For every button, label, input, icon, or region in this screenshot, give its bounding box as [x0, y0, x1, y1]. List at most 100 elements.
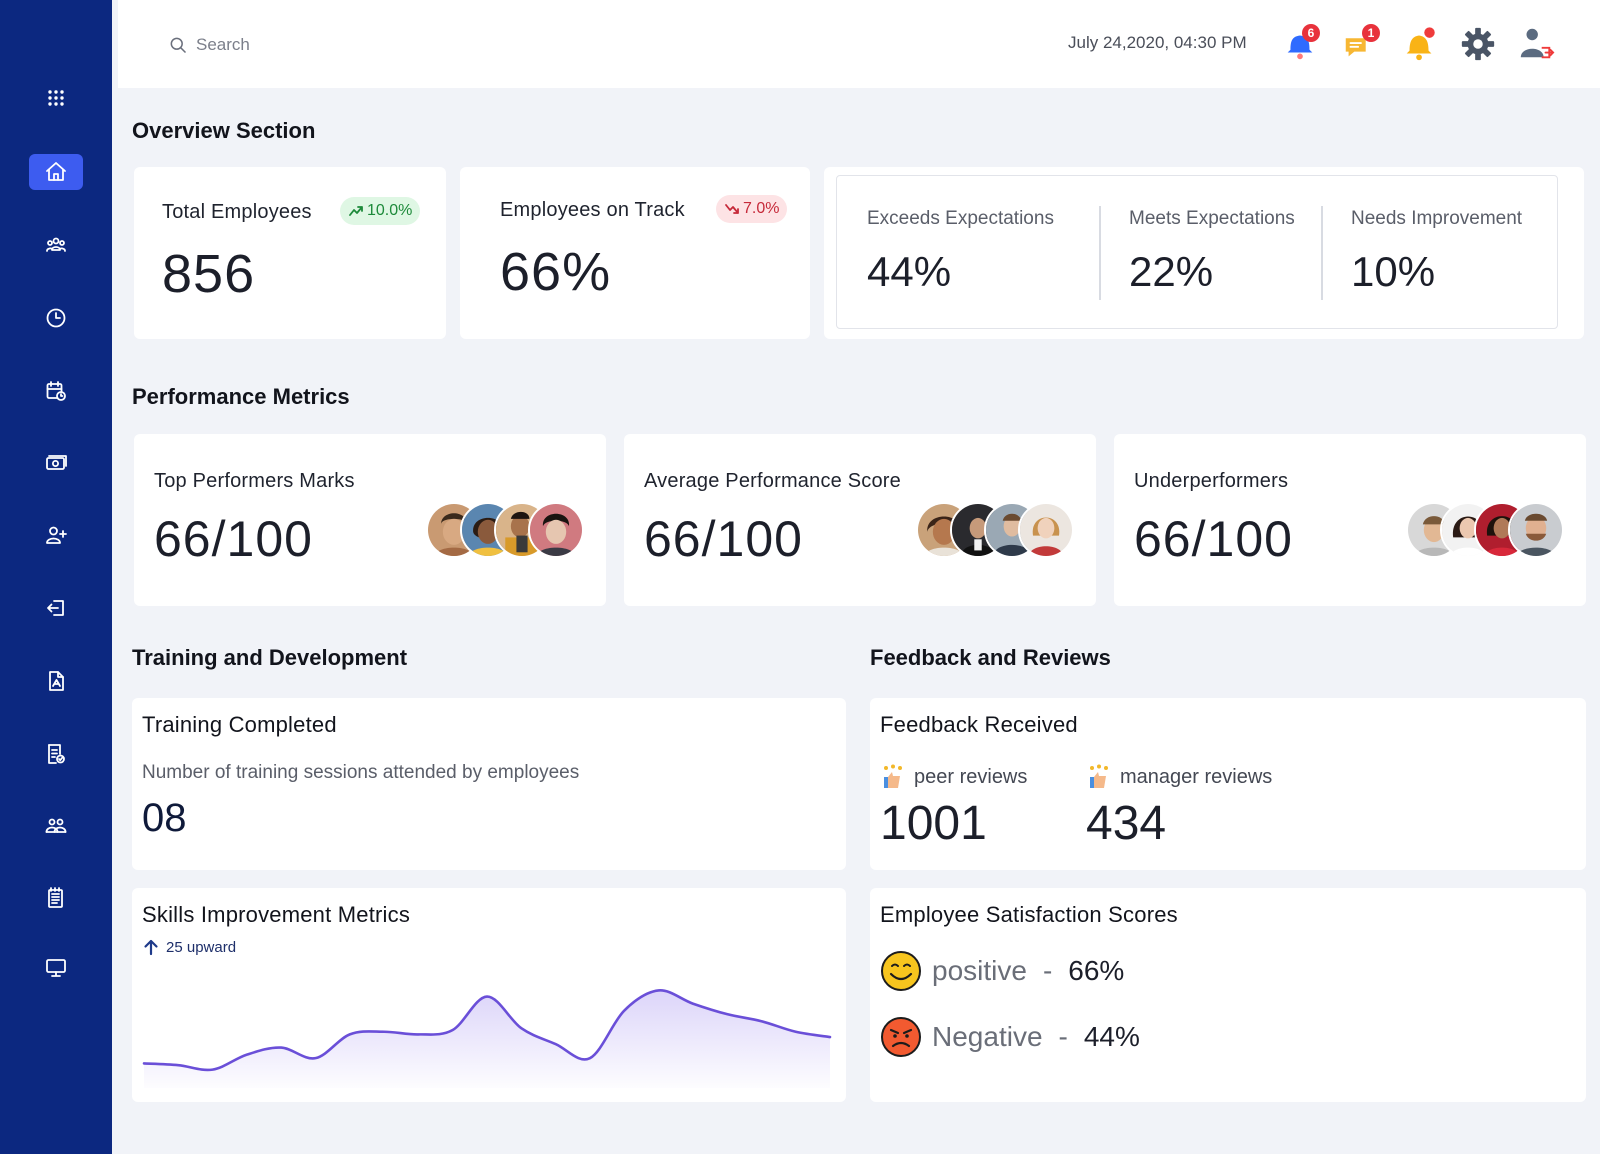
report-icon: [48, 744, 65, 764]
divider: [1321, 206, 1323, 300]
chart-series-line: [142, 989, 832, 1072]
total-employees-label: Total Employees: [162, 201, 312, 223]
sidebar-item-payroll[interactable]: [29, 445, 83, 481]
satisfaction-scores-label: Employee Satisfaction Scores: [880, 902, 1178, 927]
thumbs-up-stars-icon: [1090, 764, 1108, 788]
training-completed-description: Number of training sessions attended by …: [142, 762, 580, 783]
average-performance-label: Average Performance Score: [644, 470, 901, 492]
exceeds-expectations: Exceeds Expectations 44%: [867, 176, 1097, 330]
group-icon: [45, 818, 67, 833]
positive-score-row: positive - 66%: [880, 950, 1124, 992]
underperformers-label: Underperformers: [1134, 470, 1289, 492]
search-bar[interactable]: [168, 30, 428, 60]
overview-section-title: Overview Section: [132, 118, 316, 143]
profile-logout-button[interactable]: [1514, 22, 1558, 66]
underperformers-avatars: [1406, 502, 1564, 558]
divider: [1099, 206, 1101, 300]
smiley-face-icon: [881, 951, 921, 991]
separator-dash: -: [1058, 1021, 1068, 1052]
exceeds-expectations-label: Exceeds Expectations: [867, 208, 1054, 229]
needs-improvement-label: Needs Improvement: [1351, 208, 1523, 229]
settings-gear-icon: [1461, 27, 1495, 61]
average-performance-card: Average Performance Score 66/100: [624, 434, 1096, 606]
trend-down-icon: [725, 204, 739, 214]
feedback-received-label: Feedback Received: [880, 712, 1078, 737]
training-section-title: Training and Development: [132, 645, 408, 670]
notes-icon: [48, 887, 63, 908]
monitor-icon: [46, 959, 66, 977]
calendar-clock-icon: [46, 381, 66, 401]
training-completed-label: Training Completed: [142, 712, 337, 737]
current-datetime: July 24,2020, 04:30 PM: [1068, 33, 1247, 52]
sidebar-item-add-user[interactable]: [29, 517, 83, 553]
skills-line-chart: [142, 989, 832, 1088]
team-icon: [46, 237, 66, 252]
avatar: [1508, 502, 1564, 558]
messages-button[interactable]: 1: [1338, 22, 1382, 66]
alert-bell-icon: [1406, 27, 1435, 61]
avatar: [1018, 502, 1074, 558]
total-employees-value: 856: [162, 244, 256, 304]
sidebar-item-schedule[interactable]: [29, 373, 83, 409]
user-logout-icon: [1520, 28, 1555, 59]
money-icon: [46, 455, 67, 470]
skills-improvement-label: Skills Improvement Metrics: [142, 902, 411, 927]
skills-improvement-card: Skills Improvement Metrics 25 upward: [132, 888, 846, 1102]
clock-icon: [46, 308, 66, 328]
employees-on-track-change: 7.0%: [743, 200, 780, 217]
sidebar: [0, 0, 112, 1154]
thumbs-up-stars-icon: [884, 764, 902, 788]
feedback-section-title: Feedback and Reviews: [870, 645, 1111, 670]
sidebar-item-groups[interactable]: [29, 808, 83, 844]
top-performers-card: Top Performers Marks 66/100: [134, 434, 606, 606]
avatar: [528, 502, 584, 558]
alerts-button[interactable]: [1398, 22, 1442, 66]
expectations-card: Exceeds Expectations 44% Meets Expectati…: [824, 167, 1584, 339]
positive-value: 66%: [1068, 955, 1125, 986]
meets-expectations: Meets Expectations 22%: [1129, 176, 1319, 330]
chart-area-fill: [144, 990, 830, 1088]
manager-reviews-value: 434: [1086, 797, 1167, 850]
sidebar-item-team[interactable]: [29, 227, 83, 263]
feedback-received-card: Feedback Received peer reviews 1001 mana…: [870, 698, 1586, 870]
training-completed-card: Training Completed Number of training se…: [132, 698, 846, 870]
positive-label: positive: [932, 955, 1027, 986]
skills-trend: 25 upward: [142, 938, 236, 956]
peer-reviews-label: peer reviews: [880, 764, 1027, 790]
sidebar-item-apps[interactable]: [29, 80, 83, 116]
employees-on-track-label: Employees on Track: [500, 199, 685, 221]
sidebar-item-reports[interactable]: [29, 736, 83, 772]
negative-score-row: Negative - 44%: [880, 1016, 1140, 1058]
sidebar-item-home[interactable]: [29, 154, 83, 190]
sidebar-item-monitor[interactable]: [29, 950, 83, 986]
apps-grid-icon: [48, 90, 64, 106]
sidebar-item-documents[interactable]: [29, 663, 83, 699]
average-performance-value: 66/100: [644, 511, 803, 567]
sidebar-item-notes[interactable]: [29, 880, 83, 916]
underperformers-card: Underperformers 66/100: [1114, 434, 1586, 606]
search-icon: [170, 37, 187, 54]
meets-expectations-label: Meets Expectations: [1129, 208, 1295, 229]
top-header: July 24,2020, 04:30 PM 6 1: [118, 0, 1600, 88]
exceeds-expectations-value: 44%: [867, 248, 952, 295]
total-employees-change-badge: 10.0%: [340, 197, 421, 225]
total-employees-card: Total Employees 10.0% 856: [134, 167, 446, 339]
top-performers-value: 66/100: [154, 511, 313, 567]
satisfaction-scores-card: Employee Satisfaction Scores positive - …: [870, 888, 1586, 1102]
employees-on-track-card: Employees on Track 7.0% 66%: [460, 167, 810, 339]
home-icon: [46, 162, 66, 181]
negative-value: 44%: [1083, 1021, 1140, 1052]
total-employees-change: 10.0%: [367, 202, 413, 219]
employees-on-track-value: 66%: [500, 242, 612, 302]
search-input[interactable]: [196, 35, 416, 55]
needs-improvement-value: 10%: [1351, 248, 1436, 295]
negative-label: Negative: [932, 1021, 1043, 1052]
notification-button[interactable]: 6: [1278, 22, 1322, 66]
sidebar-item-time[interactable]: [29, 300, 83, 336]
performance-section-title: Performance Metrics: [132, 384, 350, 409]
settings-button[interactable]: [1456, 22, 1500, 66]
exit-icon: [47, 600, 64, 616]
top-performers-avatars: [426, 502, 584, 558]
manager-reviews-label: manager reviews: [1086, 764, 1272, 790]
sidebar-item-exit[interactable]: [29, 590, 83, 626]
